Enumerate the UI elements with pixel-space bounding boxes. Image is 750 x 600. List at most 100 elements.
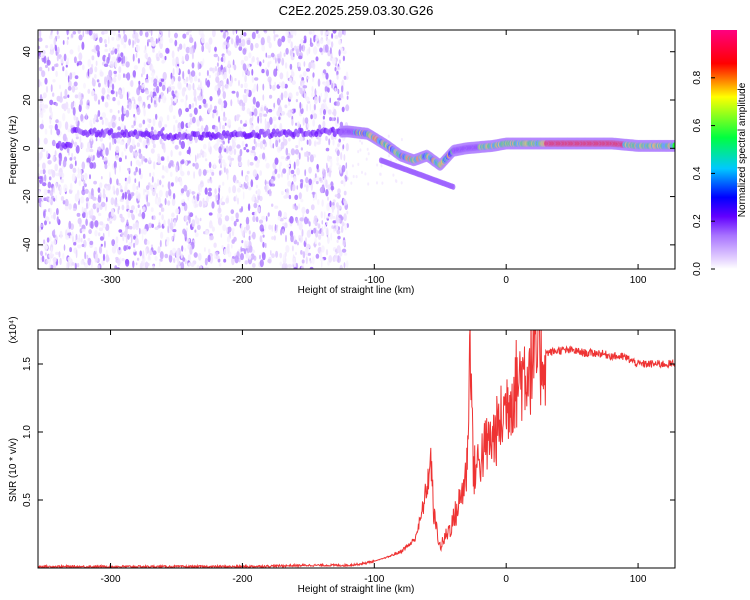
noise-speck	[95, 137, 98, 142]
noise-speck	[245, 55, 248, 61]
noise-speck	[343, 75, 347, 80]
noise-speck	[49, 207, 52, 215]
noise-speck	[305, 184, 309, 192]
noise-speck	[135, 52, 138, 58]
noise-speck	[56, 54, 59, 62]
noise-speck	[171, 236, 174, 241]
noise-speck	[159, 179, 162, 186]
noise-speck	[219, 121, 222, 129]
noise-speck	[120, 37, 125, 45]
noise-speck	[337, 254, 340, 263]
noise-speck	[359, 139, 362, 143]
noise-speck	[213, 163, 216, 169]
noise-speck	[235, 194, 238, 202]
noise-speck	[66, 146, 70, 154]
noise-speck	[301, 80, 305, 84]
noise-speck	[159, 138, 163, 145]
spectrogram-y-label: Frequency (Hz)	[8, 116, 19, 185]
noise-speck	[43, 188, 48, 196]
noise-speck	[75, 233, 78, 240]
noise-speck	[114, 166, 117, 175]
noise-speck	[182, 70, 185, 80]
noise-speck	[289, 216, 294, 224]
noise-speck	[114, 243, 118, 249]
noise-speck	[203, 247, 206, 252]
noise-speck	[159, 94, 162, 99]
noise-speck	[324, 30, 327, 37]
noise-speck	[175, 208, 180, 215]
noise-speck	[120, 189, 124, 193]
noise-speck	[324, 82, 327, 87]
colorbar: 0.00.20.40.60.8 Normalized spectral ampl…	[692, 30, 748, 276]
noise-speck	[325, 147, 330, 152]
noise-speck	[233, 148, 237, 156]
noise-speck	[300, 266, 304, 269]
noise-speck	[142, 119, 146, 125]
noise-speck	[227, 50, 232, 56]
noise-speck	[212, 112, 215, 119]
noise-speck	[181, 55, 184, 64]
noise-speck	[337, 235, 341, 240]
noise-speck	[89, 174, 91, 180]
noise-speck	[179, 176, 182, 183]
noise-speck	[226, 236, 231, 243]
noise-speck	[259, 224, 264, 232]
noise-speck	[191, 103, 195, 108]
noise-speck	[82, 30, 85, 38]
noise-speck	[118, 116, 121, 122]
noise-speck	[45, 64, 48, 69]
noise-speck	[172, 229, 177, 233]
noise-speck	[117, 126, 121, 131]
noise-speck	[322, 99, 327, 103]
noise-speck	[279, 123, 283, 132]
noise-speck	[333, 228, 336, 233]
noise-speck	[305, 96, 310, 102]
noise-speck	[179, 139, 182, 145]
colorbar-tick-label: 0.4	[692, 166, 703, 180]
noise-speck	[276, 110, 281, 117]
snr-plot-area	[38, 330, 675, 568]
noise-speck	[189, 212, 194, 218]
noise-speck	[93, 93, 98, 102]
noise-speck	[283, 211, 288, 219]
noise-speck	[48, 197, 52, 203]
noise-speck	[256, 188, 261, 196]
noise-speck	[279, 51, 282, 60]
noise-speck	[129, 234, 133, 238]
noise-speck	[340, 225, 344, 233]
noise-speck	[338, 59, 341, 64]
noise-speck	[242, 94, 245, 99]
noise-speck	[112, 136, 115, 145]
noise-speck	[149, 249, 153, 256]
noise-speck	[320, 30, 324, 36]
noise-speck	[267, 55, 272, 59]
noise-speck	[361, 170, 363, 174]
noise-speck	[183, 79, 187, 85]
noise-speck	[91, 91, 94, 97]
noise-speck	[69, 49, 74, 55]
noise-speck	[168, 188, 172, 197]
noise-speck	[199, 217, 202, 222]
noise-speck	[98, 227, 104, 231]
noise-speck	[111, 56, 116, 63]
noise-speck	[250, 42, 254, 51]
noise-speck	[332, 30, 337, 34]
noise-speck	[130, 205, 135, 211]
noise-speck	[107, 79, 110, 88]
noise-speck	[311, 86, 314, 93]
noise-speck	[198, 30, 202, 36]
noise-speck	[337, 88, 340, 95]
noise-speck	[318, 234, 322, 240]
noise-speck	[249, 161, 254, 166]
noise-speck	[226, 172, 229, 181]
noise-speck	[299, 74, 303, 79]
noise-speck	[131, 96, 135, 102]
noise-speck	[117, 89, 122, 95]
noise-speck	[183, 184, 188, 192]
noise-speck	[303, 90, 306, 95]
noise-speck	[154, 196, 158, 205]
noise-speck	[257, 115, 260, 124]
noise-speck	[315, 35, 319, 42]
noise-speck	[125, 198, 130, 206]
noise-speck	[124, 184, 128, 193]
